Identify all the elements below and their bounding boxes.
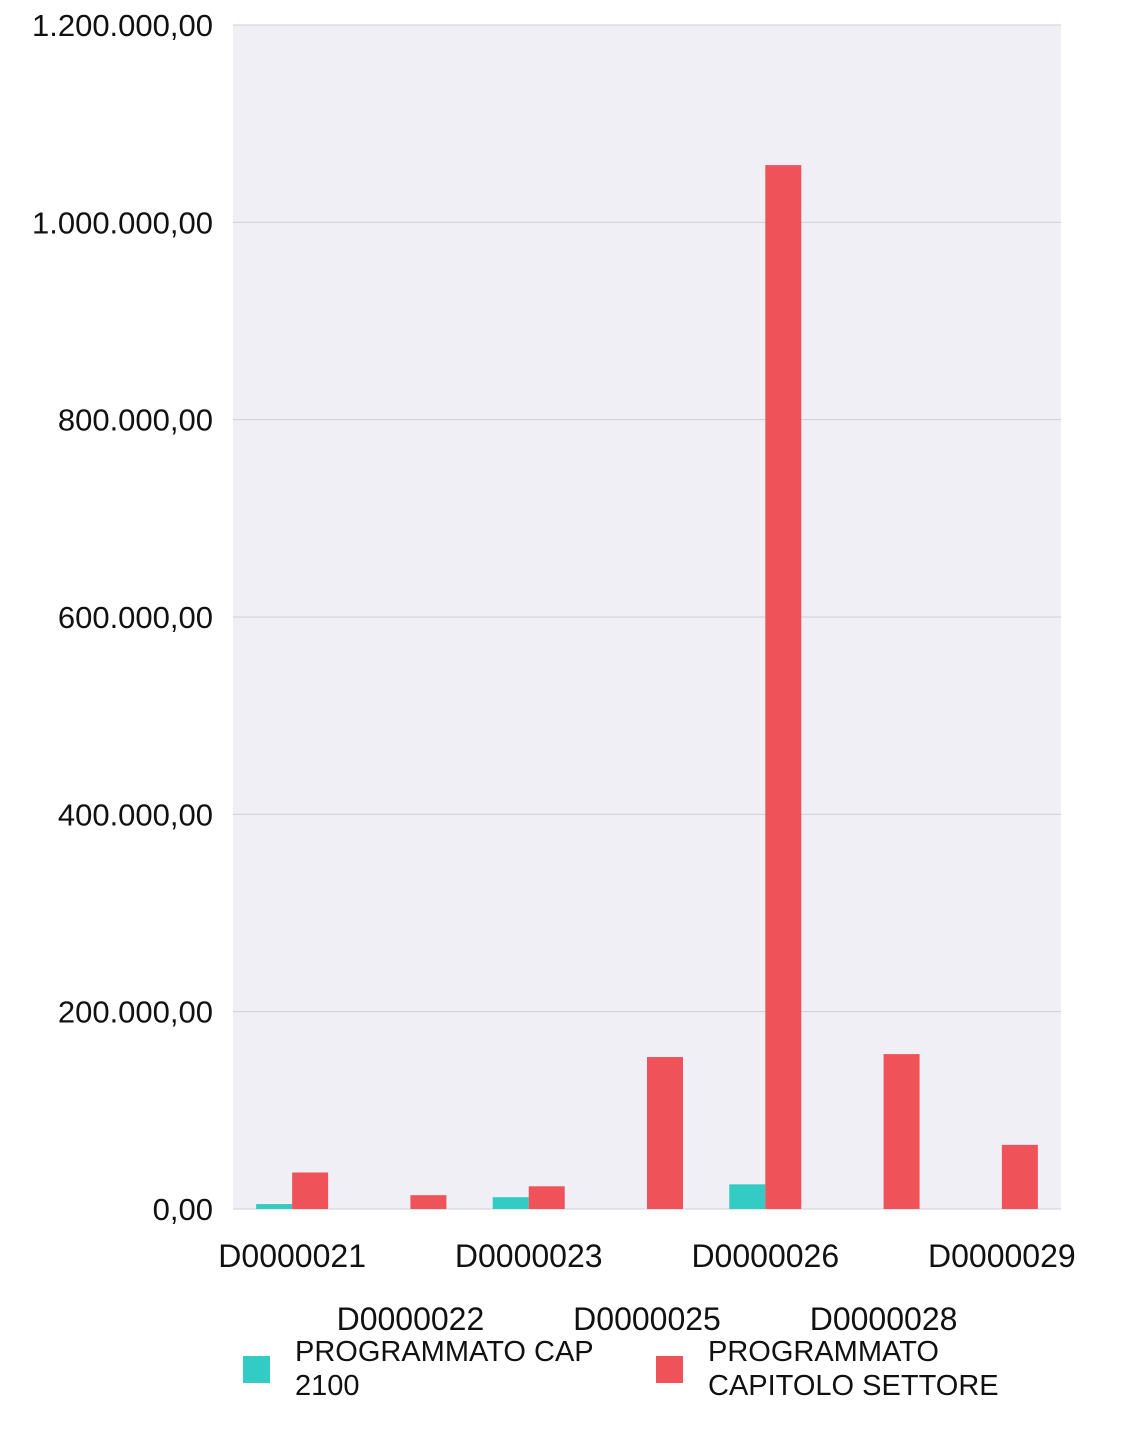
legend-swatch bbox=[243, 1356, 270, 1383]
y-tick-label: 600.000,00 bbox=[58, 600, 213, 635]
bar-capitolo-settore-d0000021 bbox=[292, 1172, 329, 1209]
x-axis-tick-labels: D0000021 D0000022 D0000023 D0000025 D0000026… bbox=[218, 1238, 1075, 1337]
y-tick-label: 1.200.000,00 bbox=[32, 8, 213, 43]
x-tick-label: D0000023 bbox=[455, 1238, 603, 1274]
legend-label: CAPITOLO SETTORE bbox=[708, 1370, 999, 1402]
bar-cap-2100-d0000023 bbox=[492, 1197, 529, 1209]
bar-capitolo-settore-d0000025 bbox=[647, 1057, 683, 1209]
legend-swatch bbox=[656, 1356, 683, 1383]
bar-capitolo-settore-d0000028 bbox=[883, 1054, 920, 1209]
bar-cap-2100-d0000021 bbox=[256, 1204, 293, 1209]
y-axis-tick-labels: 0,00 200.000,00 400.000,00 600.000,00 800.00… bbox=[32, 8, 213, 1227]
legend-label: 2100 bbox=[295, 1370, 360, 1402]
bar-capitolo-settore-d0000026 bbox=[765, 165, 802, 1209]
legend-label: PROGRAMMATO CAP bbox=[295, 1336, 594, 1368]
bar-cap-2100-d0000026 bbox=[729, 1184, 766, 1209]
y-tick-label: 1.000.000,00 bbox=[32, 205, 213, 240]
bars bbox=[256, 165, 1038, 1209]
x-tick-label: D0000028 bbox=[810, 1301, 958, 1337]
x-tick-label: D0000021 bbox=[218, 1238, 366, 1274]
x-tick-label: D0000022 bbox=[337, 1301, 485, 1337]
bar-capitolo-settore-d0000029 bbox=[1001, 1144, 1038, 1209]
bar-capitolo-settore-d0000022 bbox=[410, 1195, 447, 1209]
x-tick-label: D0000026 bbox=[691, 1238, 839, 1274]
x-tick-label: D0000025 bbox=[573, 1301, 721, 1337]
y-tick-label: 200.000,00 bbox=[58, 995, 213, 1030]
y-tick-label: 0,00 bbox=[153, 1192, 213, 1227]
legend-label: PROGRAMMATO bbox=[708, 1336, 939, 1368]
bar-capitolo-settore-d0000023 bbox=[528, 1186, 565, 1209]
gridlines bbox=[233, 24, 1061, 1210]
x-tick-label: D0000029 bbox=[928, 1238, 1076, 1274]
y-tick-label: 800.000,00 bbox=[58, 403, 213, 438]
y-tick-label: 400.000,00 bbox=[58, 797, 213, 832]
